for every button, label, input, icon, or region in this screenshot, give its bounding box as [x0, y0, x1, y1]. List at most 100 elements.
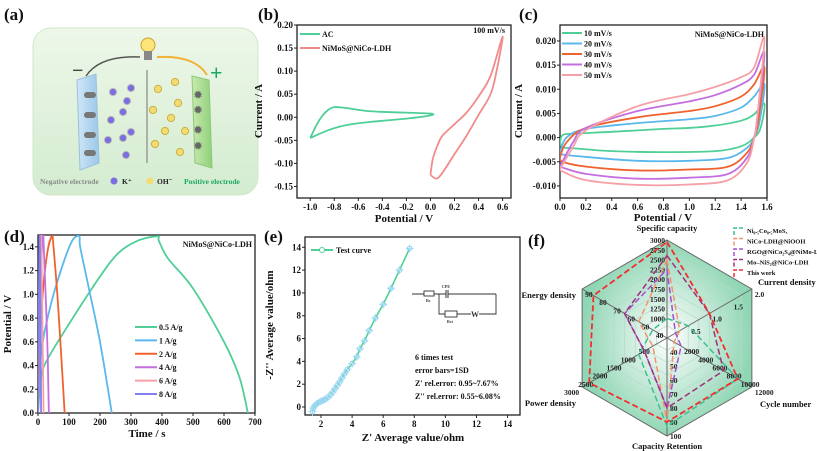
- radar-axis-title: Specific capacity: [637, 223, 698, 233]
- radar-tick-label: 1500: [607, 364, 622, 373]
- k-ion: [121, 150, 131, 160]
- radar-tick-label: 1500: [650, 295, 665, 304]
- data-point: [406, 245, 413, 252]
- x-tick-label: 0.4: [606, 202, 618, 212]
- series-line-c-2: [560, 65, 766, 172]
- active-material-icon: ✹: [193, 88, 203, 102]
- legend-label: This work: [747, 270, 776, 277]
- x-tick-label: 0.4: [473, 202, 485, 212]
- radar-tick-label: 3000: [650, 236, 665, 245]
- legend-label: Test curve: [336, 246, 371, 255]
- legend-label: 8 A/g: [159, 390, 177, 399]
- oh-ion: [160, 126, 170, 136]
- active-material-icon: ✹: [193, 103, 203, 117]
- active-material-icon: ✹: [193, 139, 203, 153]
- test-note: Z' rel.error: 0.95~7.67%: [415, 379, 499, 388]
- legend-label: 2 A/g: [159, 350, 177, 359]
- nanorod: [84, 150, 96, 156]
- x-tick-label: 2: [319, 419, 324, 429]
- x-tick-label: 700: [248, 417, 262, 427]
- negative-electrode: [76, 73, 100, 171]
- oh-ion: [150, 139, 160, 149]
- k-ion: [126, 127, 136, 137]
- y-tick-label: 0.6: [23, 337, 35, 347]
- legend-swatch: [733, 269, 744, 277]
- k-ion: [118, 107, 128, 117]
- x-tick-label: 500: [186, 417, 200, 427]
- legend-label: 6 A/g: [159, 377, 177, 386]
- x-tick-label: 6: [381, 419, 386, 429]
- equivalent-circuit: Rs CPE Rct W: [412, 284, 497, 324]
- radar-tick-label: 2000: [592, 372, 607, 381]
- y-tick-label: 0.05: [277, 89, 293, 99]
- y-axis-label: Current / A: [253, 84, 265, 138]
- radar-tick-label: 2500: [578, 380, 593, 389]
- legend-label: AC: [322, 30, 334, 39]
- k-ion: [122, 96, 132, 106]
- chart-annotation: 100 mV/s: [473, 26, 505, 35]
- y-tick-label: 0.2: [23, 384, 35, 394]
- circuit-label-rs: Rs: [426, 298, 431, 303]
- k-ion-label: K⁺: [122, 177, 132, 186]
- y-tick-label: 0.0: [23, 408, 35, 418]
- oh-ion: [173, 98, 183, 108]
- ions: ✹✹✹✹: [84, 77, 203, 160]
- test-note: 6 times test: [415, 353, 454, 362]
- radar-tick-label: 4000: [698, 355, 713, 364]
- radar-axis-title: Power density: [525, 398, 577, 408]
- chart-annotation: NiMoS@NiCo-LDH: [695, 30, 765, 39]
- legend-label: RGO@NiCo₂S₄@NiMo-LDH: [747, 249, 817, 256]
- x-tick-label: 0.0: [425, 202, 437, 212]
- minus-sign: −: [72, 60, 83, 82]
- positive-electrode-label: Positive electrode: [184, 177, 241, 186]
- radar-tick-label: 80: [670, 404, 678, 413]
- k-ion: [108, 87, 118, 97]
- negative-wire: [85, 56, 141, 77]
- circuit-label-w: W: [471, 310, 479, 319]
- radar-tick-label: 2.0: [755, 290, 765, 299]
- x-tick-label: 0.2: [580, 202, 592, 212]
- y-tick-label: 1.0: [23, 289, 35, 299]
- oh-ion: [148, 105, 158, 115]
- radar-tick-label: 90: [670, 418, 678, 427]
- radar-tick-label: 1000: [621, 355, 636, 364]
- radar-axis-title: Capacity Retention: [632, 441, 702, 451]
- series-line-c-4: [560, 35, 766, 187]
- data-point: [388, 285, 394, 292]
- radar-tick-label: 80: [599, 298, 607, 307]
- legend-label: Mo–NiS₂@NiCo-LDH: [747, 260, 808, 267]
- radar-tick-label: 0.5: [691, 327, 701, 336]
- radar-axis-title: Energy density: [521, 290, 576, 300]
- chart-d: 0 100 200 300 400 500 600 700 1.4 1.2 1.0 0.8 0.6 0.4…: [2, 234, 262, 440]
- y-tick-label: 0.020: [536, 36, 557, 46]
- panel-label-b: (b): [258, 5, 279, 24]
- rs-resistor: [423, 290, 435, 297]
- legend-label: 30 mV/s: [584, 50, 612, 59]
- series-line-c-1: [560, 82, 766, 163]
- plot-frame: [304, 236, 521, 416]
- legend-label: 50 mV/s: [584, 71, 612, 80]
- series-line-d-0: [38, 235, 249, 413]
- x-tick-label: -0.8: [327, 202, 342, 212]
- y-tick-label: -0.15: [274, 181, 293, 191]
- k-ion: [126, 83, 136, 93]
- radar-tick-label: 8000: [727, 372, 742, 381]
- x-tick-label: -1.0: [303, 202, 318, 212]
- plot-frame: [296, 24, 512, 199]
- radar-tick-label: 60: [628, 315, 636, 324]
- x-tick-label: 12: [472, 419, 482, 429]
- legend-label: Ni₀.₅Co₀.₅MoSₓ: [747, 228, 787, 235]
- y-tick-label: 10: [292, 288, 302, 298]
- light-bulb-icon: [140, 37, 156, 60]
- y-tick-label: 0.005: [536, 108, 557, 118]
- test-note: Z'' rel.error: 0.55~6.08%: [415, 392, 501, 401]
- x-axis-label: Potential / V: [634, 212, 693, 224]
- x-tick-label: 1.6: [761, 202, 773, 212]
- radar-tick-label: 3000: [564, 388, 579, 397]
- test-note: error bars=1SD: [415, 366, 469, 375]
- data-point: [396, 267, 403, 273]
- radar-tick-label: 10000: [741, 380, 760, 389]
- y-tick-label: 4: [297, 356, 302, 366]
- k-ion: [118, 133, 128, 143]
- chart-c: 0.0 0.2 0.4 0.6 0.8 1.0 1.2 1.4 1.6 0.020 0.015 0.0…: [513, 24, 773, 224]
